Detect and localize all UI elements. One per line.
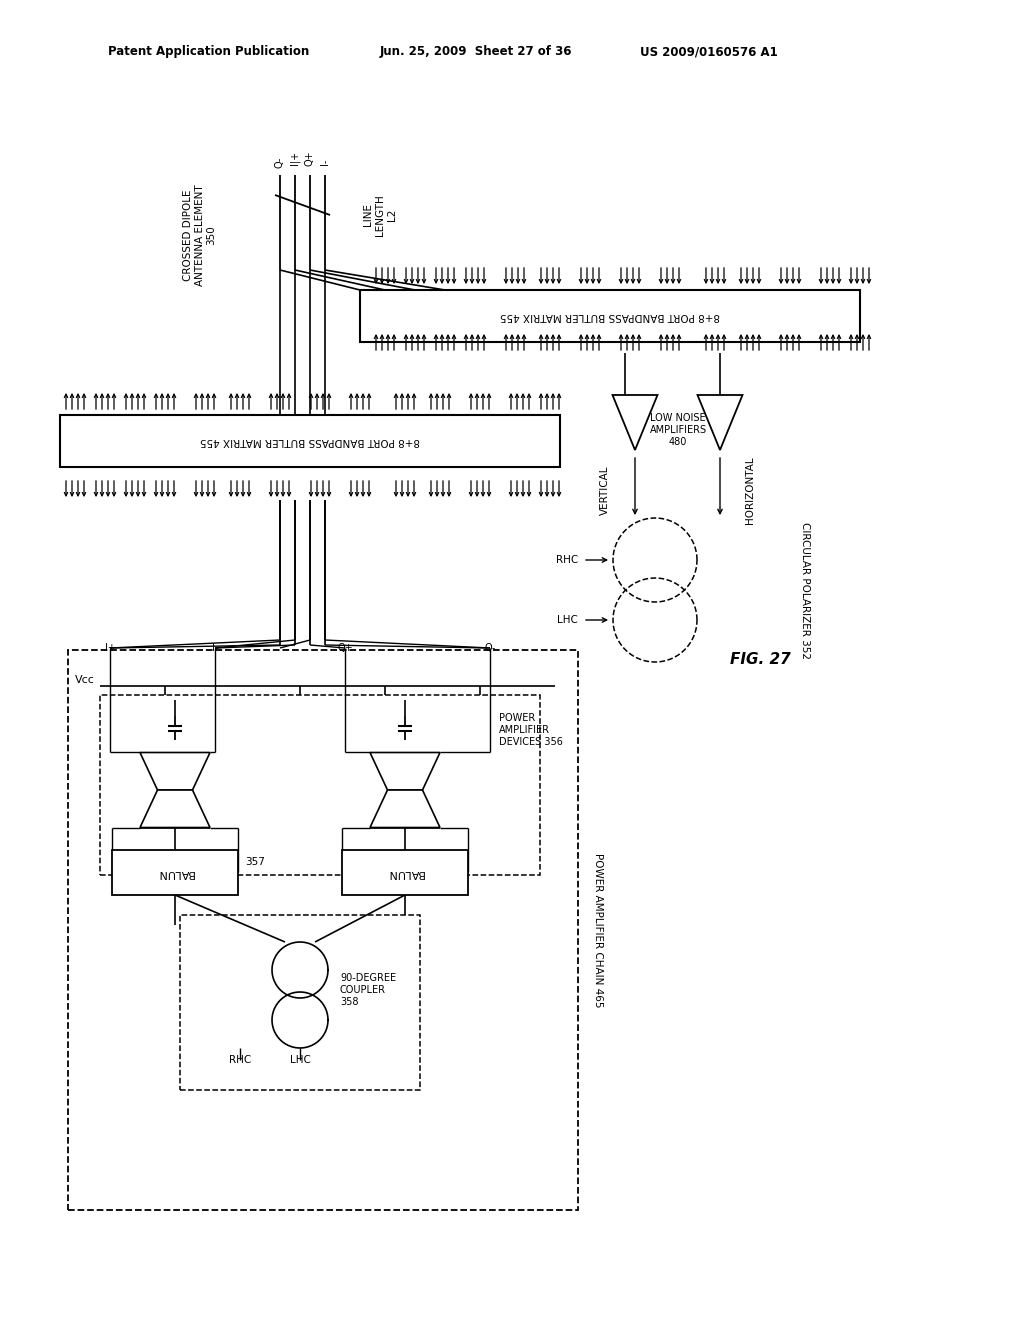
Text: LINE
LENGTH
L2: LINE LENGTH L2	[364, 194, 396, 236]
Text: VERTICAL: VERTICAL	[600, 465, 610, 515]
Text: HORIZONTAL: HORIZONTAL	[745, 457, 755, 524]
Text: LHC: LHC	[557, 615, 578, 624]
Text: POWER AMPLIFIER CHAIN 465: POWER AMPLIFIER CHAIN 465	[593, 853, 603, 1007]
Text: Q+: Q+	[337, 643, 353, 653]
Polygon shape	[140, 789, 210, 828]
Bar	[100, 696, 540, 875]
Text: FIG. 27: FIG. 27	[730, 652, 791, 668]
Text: POWER
AMPLIFIER
DEVICES 356: POWER AMPLIFIER DEVICES 356	[499, 713, 563, 747]
Polygon shape	[370, 789, 440, 828]
Bar	[342, 850, 468, 895]
Text: 357: 357	[245, 857, 265, 867]
Text: Patent Application Publication: Patent Application Publication	[108, 45, 309, 58]
Text: BALUN: BALUN	[386, 867, 424, 878]
Text: Q+: Q+	[305, 150, 315, 166]
Polygon shape	[370, 752, 440, 789]
Text: CIRCULAR POLARIZER 352: CIRCULAR POLARIZER 352	[800, 521, 810, 659]
Text: BALUN: BALUN	[157, 867, 194, 878]
Text: Q-: Q-	[275, 156, 285, 168]
Text: Vcc: Vcc	[75, 675, 95, 685]
Text: I|+: I|+	[290, 150, 300, 165]
Polygon shape	[140, 752, 210, 789]
Text: RHC: RHC	[556, 554, 578, 565]
Bar	[112, 850, 238, 895]
Text: LHC: LHC	[290, 1055, 310, 1065]
Text: RHC: RHC	[229, 1055, 251, 1065]
Text: CROSSED DIPOLE
ANTENNA ELEMENT
350: CROSSED DIPOLE ANTENNA ELEMENT 350	[183, 185, 217, 286]
Text: I-: I-	[319, 158, 330, 165]
Text: US 2009/0160576 A1: US 2009/0160576 A1	[640, 45, 778, 58]
Text: I-: I-	[212, 643, 218, 653]
Text: I+: I+	[104, 643, 116, 653]
Bar	[180, 915, 420, 1090]
Text: Q-: Q-	[484, 643, 496, 653]
Bar	[68, 649, 578, 1210]
Text: 8+8 PORT BANDPASS BUTLER MATRIX 455: 8+8 PORT BANDPASS BUTLER MATRIX 455	[200, 436, 420, 446]
Text: 8+8 PORT BANDPASS BUTLER MATRIX 455: 8+8 PORT BANDPASS BUTLER MATRIX 455	[500, 312, 720, 321]
Bar	[60, 414, 560, 467]
Polygon shape	[697, 395, 742, 450]
Text: Jun. 25, 2009  Sheet 27 of 36: Jun. 25, 2009 Sheet 27 of 36	[380, 45, 572, 58]
Text: LOW NOISE
AMPLIFIERS
480: LOW NOISE AMPLIFIERS 480	[649, 413, 707, 446]
Polygon shape	[612, 395, 657, 450]
Bar	[360, 290, 860, 342]
Text: 90-DEGREE
COUPLER
358: 90-DEGREE COUPLER 358	[340, 973, 396, 1007]
